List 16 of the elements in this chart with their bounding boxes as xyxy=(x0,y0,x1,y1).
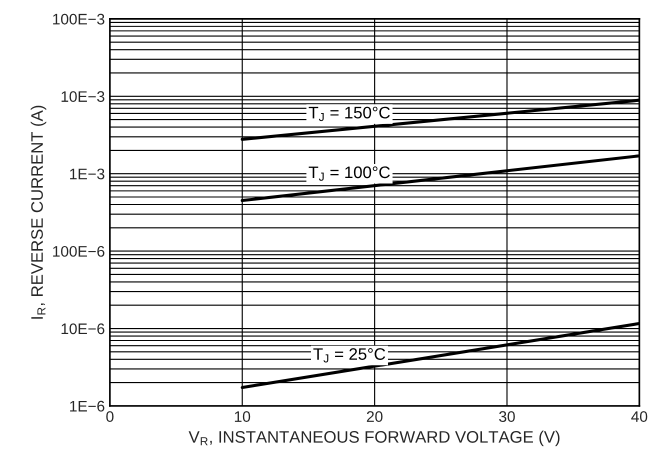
y-tick-label: 10E−6 xyxy=(62,323,104,334)
y-tick-label: 100E−3 xyxy=(53,14,104,25)
x-tick-label: 30 xyxy=(499,411,515,422)
x-tick-label: 0 xyxy=(106,411,114,422)
y-tick-label: 10E−3 xyxy=(62,91,104,102)
y-axis-title: I$_{R}$, REVERSE CURRENT (A) xyxy=(30,106,46,319)
series-label: T$_{J}$ = 25°C xyxy=(313,348,386,363)
x-tick-label: 40 xyxy=(631,411,648,422)
y-tick-label: 100E−6 xyxy=(53,246,104,257)
series-label: T$_{J}$ = 100°C xyxy=(308,166,390,181)
x-axis-title: V$_{R}$, INSTANTANEOUS FORWARD VOLTAGE (V) xyxy=(188,430,560,446)
series-label: T$_{J}$ = 150°C xyxy=(308,106,390,122)
x-tick-label: 20 xyxy=(366,411,383,422)
y-tick-label: 1E−3 xyxy=(70,168,104,180)
x-tick-label: 10 xyxy=(234,411,250,422)
y-tick-label: 1E−6 xyxy=(70,400,104,412)
